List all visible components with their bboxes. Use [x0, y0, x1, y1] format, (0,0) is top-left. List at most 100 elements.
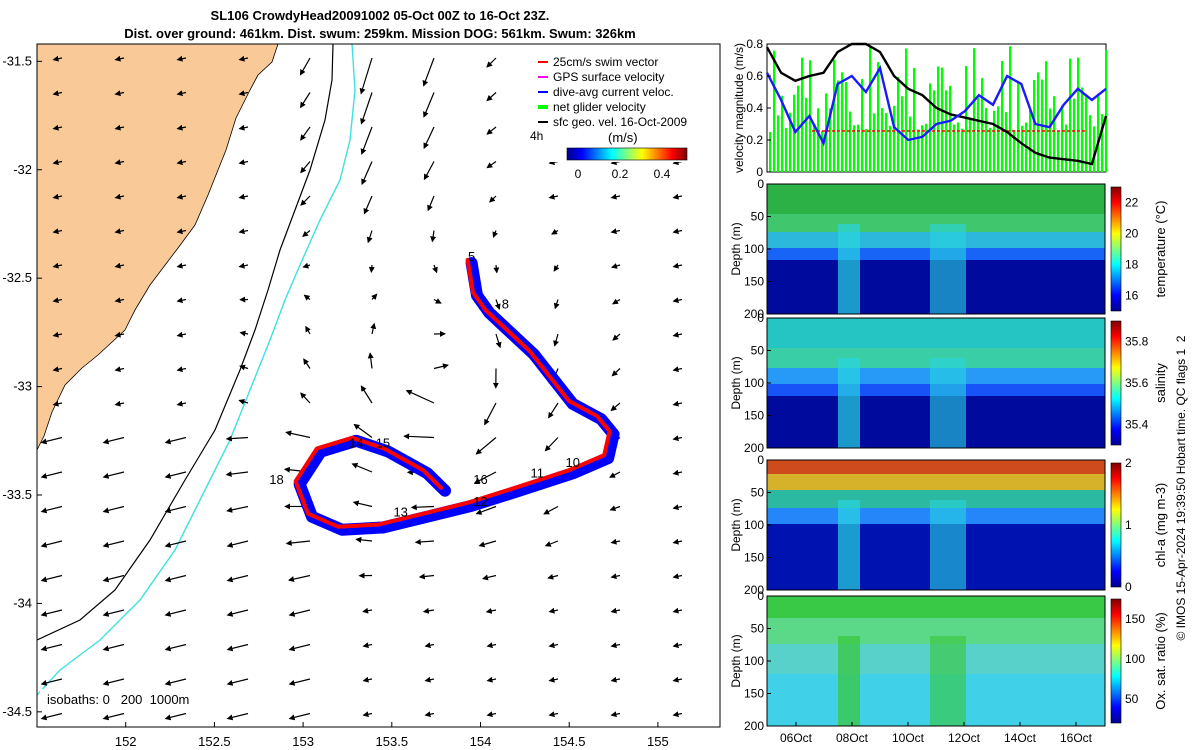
velocity-arrow — [548, 711, 559, 718]
section-y-tick-label: 200 — [744, 441, 764, 455]
velocity-arrow — [114, 262, 125, 269]
colorbar-tick-label: 35.4 — [1125, 417, 1149, 431]
velocity-ylabel: velocity magnitude (m/s) — [732, 43, 746, 173]
net-velocity-bar — [997, 106, 1000, 172]
velocity-arrow — [672, 573, 683, 580]
velocity-arrow — [52, 331, 63, 338]
velocity-arrow — [52, 90, 63, 97]
net-velocity-bar — [777, 115, 780, 172]
section-colorbar — [1110, 186, 1122, 312]
velocity-arrow — [553, 299, 560, 310]
day-label: 10 — [566, 455, 580, 470]
map-x-tick-label: 154.5 — [553, 734, 586, 749]
section-plume — [930, 500, 966, 590]
section-x-tick-label: 10Oct — [892, 731, 925, 745]
colorbar-tick-label: 35.8 — [1125, 335, 1149, 349]
velocity-arrow — [495, 333, 502, 349]
velocity-arrow — [553, 264, 560, 272]
legend-entry-swim: 25cm/s swim vector — [553, 55, 658, 69]
net-velocity-bar — [849, 111, 852, 172]
velocity-arrow — [486, 57, 497, 68]
velocity-arrow — [414, 538, 435, 545]
net-velocity-bar — [1049, 108, 1052, 172]
net-velocity-bar — [789, 112, 792, 172]
velocity-arrow — [430, 230, 437, 243]
velocity-arrow — [362, 642, 373, 649]
velocity-arrow — [370, 322, 377, 335]
glider-track-swim — [293, 258, 612, 529]
velocity-arrow — [300, 392, 311, 404]
day-label: 8 — [502, 297, 509, 312]
velocity-arrow — [176, 124, 187, 131]
velocity-arrow — [361, 161, 373, 186]
velocity-arrow — [102, 574, 125, 583]
net-velocity-bar — [1009, 46, 1012, 172]
velocity-arrow — [672, 642, 683, 649]
velocity-arrow — [114, 90, 125, 97]
net-velocity-bar — [913, 67, 916, 172]
velocity-arrow — [164, 471, 187, 479]
velocity-arrow — [102, 609, 125, 617]
velocity-arrow — [423, 92, 435, 118]
velocity-arrow — [239, 364, 249, 371]
velocity-arrow — [285, 539, 311, 546]
velocity-arrow — [164, 678, 187, 686]
section-x-tick-label: 16Oct — [1060, 731, 1093, 745]
velocity-arrow — [226, 540, 249, 548]
net-velocity-bar — [817, 108, 820, 172]
net-velocity-bar — [885, 113, 888, 172]
net-velocity-bar — [953, 124, 956, 172]
velocity-arrow — [672, 711, 683, 718]
colorbar-label: temperature (°C) — [1153, 201, 1168, 298]
velocity-arrow — [362, 676, 373, 683]
velocity-arrow — [610, 607, 621, 614]
velocity-arrow — [300, 161, 311, 174]
day-label: 14 — [349, 435, 363, 450]
velocity-arrow — [544, 437, 559, 452]
net-velocity-bar — [929, 83, 932, 172]
velocity-arrow — [486, 642, 497, 649]
map-x-tick-label: 153 — [292, 734, 314, 749]
net-velocity-bar — [865, 128, 868, 172]
velocity-arrow — [422, 607, 435, 614]
net-velocity-bar — [1105, 49, 1108, 172]
map-frame — [36, 43, 721, 728]
map-x-tick-label: 153.5 — [376, 734, 409, 749]
velocity-arrow — [609, 471, 621, 478]
section-x-tick-label: 14Oct — [1004, 731, 1037, 745]
velocity-arrow — [114, 366, 125, 373]
section-y-tick-label: 50 — [751, 344, 765, 358]
net-velocity-bar — [961, 128, 964, 172]
velocity-arrow — [176, 193, 187, 200]
net-velocity-bar — [837, 80, 840, 172]
velocity-arrow — [360, 126, 373, 155]
velocity-arrow — [238, 228, 249, 235]
day-label: 18 — [269, 472, 283, 487]
velocity-arrow — [52, 297, 63, 304]
velocity-arrow — [114, 124, 125, 131]
velocity-arrow — [423, 126, 435, 149]
velocity-arrow — [102, 678, 125, 686]
velocity-arrow — [164, 643, 187, 652]
velocity-arrow — [672, 400, 683, 407]
colorbar-tick-label: 50 — [1125, 692, 1139, 706]
velocity-arrow — [226, 678, 249, 686]
velocity-arrow — [102, 505, 125, 514]
net-velocity-bar — [845, 82, 848, 172]
velocity-arrow — [672, 469, 683, 476]
velocity-arrow — [114, 55, 125, 62]
map-y-tick-label: -34.5 — [2, 704, 32, 719]
velocity-arrow — [102, 436, 125, 445]
velocity-arrow — [610, 642, 621, 649]
velocity-arrow — [226, 609, 249, 617]
net-velocity-bar — [1061, 105, 1064, 172]
velocity-arrow — [226, 643, 249, 652]
velocity-arrow — [611, 263, 621, 269]
section-layer — [767, 460, 1105, 474]
velocity-arrow — [176, 366, 187, 373]
net-velocity-bar — [1093, 126, 1096, 172]
section-panel-0: 0 50 100 150 200 Depth (m) 16 18 20 22 temperature… — [729, 177, 1168, 321]
net-velocity-bar — [973, 48, 976, 173]
velocity-arrow — [548, 607, 559, 614]
velocity-arrow — [403, 433, 435, 440]
